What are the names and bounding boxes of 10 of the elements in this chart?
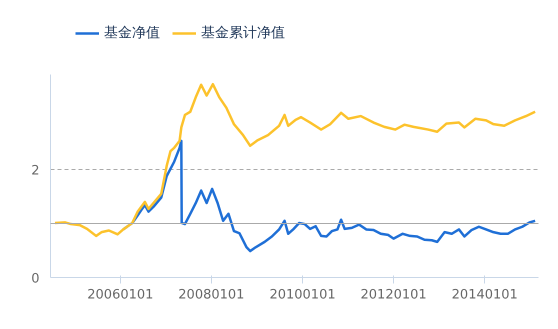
y-tick-label: 0: [31, 272, 40, 286]
line-series: [54, 82, 536, 238]
legend-label: 基金净值: [104, 24, 160, 42]
x-tick-label: 20080101: [178, 288, 244, 302]
y-tick-label: 2: [31, 164, 40, 179]
x-tick-label: 20120101: [360, 288, 427, 302]
x-tick-label: 20100101: [269, 288, 336, 302]
x-tick-label: 20060101: [87, 288, 154, 302]
x-tick-label: 20140101: [452, 288, 518, 302]
legend-label: 基金累计净值: [201, 24, 285, 42]
